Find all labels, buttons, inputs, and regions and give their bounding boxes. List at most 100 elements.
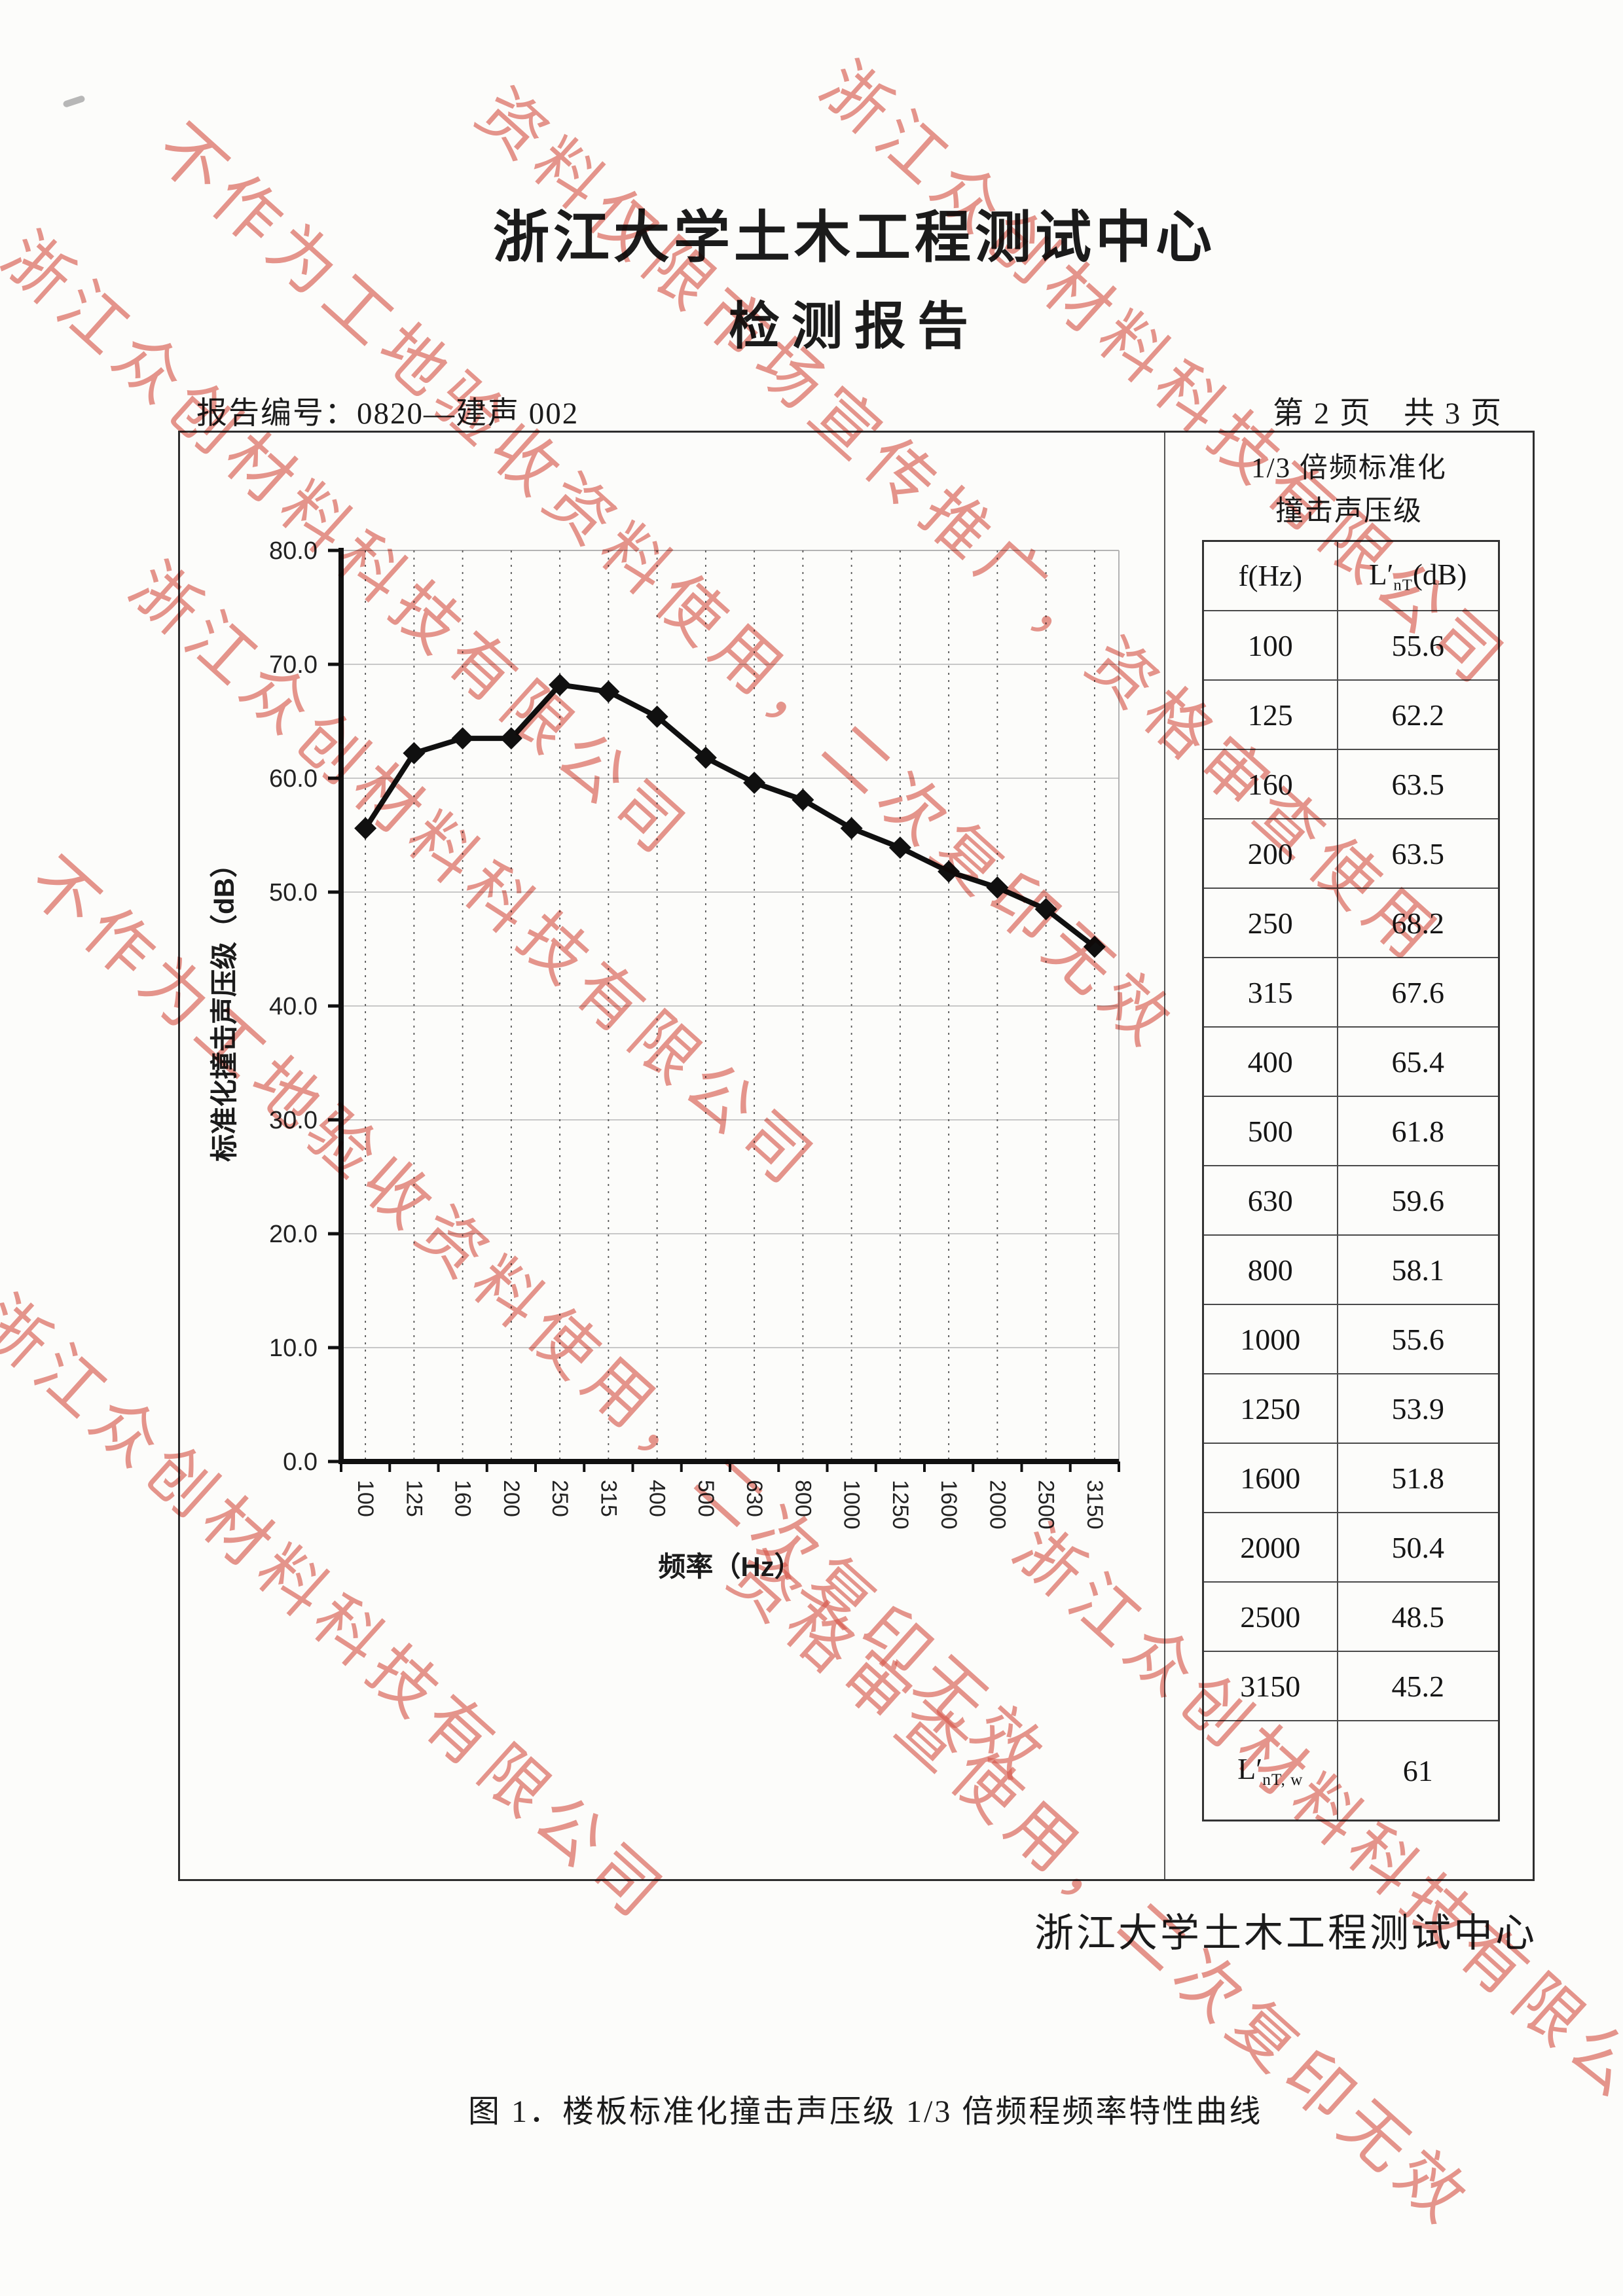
cell-frequency: 100 [1202,610,1338,681]
table-row: 3150 45.2 [1202,1651,1500,1721]
cell-level: 50.4 [1336,1512,1500,1583]
data-point-marker [500,727,522,750]
table-row: 160 63.5 [1202,749,1500,819]
cell-level: 59.6 [1336,1165,1500,1236]
footer-org: 浙江大学土木工程测试中心 [1034,1912,1537,1955]
cell-frequency: 1250 [1202,1373,1338,1444]
table-row: 1600 51.8 [1202,1443,1500,1513]
cell-frequency: 1600 [1202,1443,1338,1513]
x-tick-label: 2500 [1034,1480,1059,1530]
cell-frequency: 1000 [1202,1304,1338,1374]
subscript: nT [1393,576,1413,594]
cell-frequency: 125 [1202,679,1338,750]
spl-table: f(Hz) L′nT(dB) 100 55.6 125 62.2 160 63.5 200 63.… [1202,540,1500,1821]
cell-level: 68.2 [1336,888,1500,958]
data-point-marker [451,727,474,750]
cell-level: 55.6 [1336,610,1500,681]
x-tick-label: 1000 [839,1480,864,1530]
x-tick-label: 800 [790,1480,815,1517]
data-point-marker [792,789,814,812]
doc-title: 检测报告 [728,298,980,355]
x-tick-label: 500 [693,1480,718,1517]
cell-level: 53.9 [1336,1373,1500,1444]
figure-caption: 图 1．楼板标准化撞击声压级 1/3 倍频程频率特性曲线 [468,2094,1263,2129]
table-row: 800 58.1 [1202,1234,1500,1305]
impact-spl-chart: 0.0 10.0 20.0 30.0 40.0 50.0 60.0 70.0 80.0 100 12… [209,537,1120,1582]
y-tick-label: 70.0 [269,651,318,679]
cell-weighted-label: L′nT, w [1202,1720,1338,1821]
table-row: 315 67.6 [1202,957,1500,1028]
content-box: 0.0 10.0 20.0 30.0 40.0 50.0 60.0 70.0 80.0 100 12… [178,431,1535,2129]
data-point-marker [694,746,717,769]
data-point-marker [646,706,668,728]
report-number: 报告编号：0820—建声 002 [196,397,579,431]
table-row: 500 61.8 [1202,1096,1500,1166]
cell-level: 63.5 [1336,818,1500,889]
table-row: 630 59.6 [1202,1165,1500,1236]
table-row: 200 63.5 [1202,818,1500,889]
x-tick-label: 125 [401,1480,426,1517]
cell-frequency: 2500 [1202,1581,1338,1652]
cell-frequency: 250 [1202,888,1338,958]
cell-level: 65.4 [1336,1026,1500,1097]
data-point-marker [743,771,766,794]
data-point-marker [1034,898,1057,921]
x-tick-label: 160 [450,1480,475,1517]
x-tick-label: 1600 [936,1480,961,1530]
cell-frequency: 2000 [1202,1512,1338,1583]
x-tick-label: 400 [645,1480,670,1517]
page-indicator: 第 2 页 共 3 页 [1273,397,1503,431]
data-point-marker [403,742,426,764]
data-point-marker [1083,935,1106,958]
y-tick-label: 20.0 [269,1221,318,1248]
cell-level: 62.2 [1336,679,1500,750]
org-title: 浙江大学土木工程测试中心 [493,206,1216,269]
data-point-marker [354,817,377,840]
cell-frequency: 500 [1202,1096,1338,1166]
cell-frequency: 160 [1202,749,1338,819]
panel-divider [1164,433,1165,1879]
cell-level: 61.8 [1336,1096,1500,1166]
data-point-marker [888,836,911,859]
table-row: 250 68.2 [1202,888,1500,958]
x-tick-label: 315 [596,1480,621,1517]
y-tick-label: 40.0 [269,993,318,1020]
x-tick-label: 2000 [985,1480,1010,1530]
cell-frequency: 3150 [1202,1651,1338,1721]
col-header-frequency: f(Hz) [1202,540,1338,611]
subscript: nT, w [1262,1770,1304,1789]
cell-level: 48.5 [1336,1581,1500,1652]
y-tick-label: 10.0 [269,1335,318,1362]
table-row: 2500 48.5 [1202,1581,1500,1652]
x-axis-title: 频率（Hz） [658,1551,801,1582]
y-tick-label: 30.0 [269,1107,318,1134]
y-axis-title: 标准化撞击声压级（dB） [209,850,240,1162]
scan-artifact [62,94,86,109]
y-tick-label: 50.0 [269,879,318,906]
x-tick-label: 1250 [888,1480,913,1530]
y-tick-label: 80.0 [269,537,318,565]
data-point-marker [938,860,960,883]
table-row: 100 55.6 [1202,610,1500,681]
table-row: 1250 53.9 [1202,1373,1500,1444]
table-summary-row: L′nT, w 61 [1202,1720,1500,1821]
table-row: 125 62.2 [1202,679,1500,750]
table-title-line2: 撞击声压级 [1275,496,1423,527]
col-header-level: L′nT(dB) [1336,540,1500,611]
y-tick-label: 60.0 [269,765,318,793]
data-point-marker [986,876,1009,899]
x-tick-label: 630 [742,1480,767,1517]
table-title: 1/3 倍频标准化 撞击声压级 [1165,447,1533,533]
cell-frequency: 315 [1202,957,1338,1028]
table-header-row: f(Hz) L′nT(dB) [1202,540,1500,611]
table-title-line1: 1/3 倍频标准化 [1251,453,1447,484]
table-row: 2000 50.4 [1202,1512,1500,1583]
cell-frequency: 630 [1202,1165,1338,1236]
cell-level: 45.2 [1336,1651,1500,1721]
data-line [363,682,1097,949]
cell-level: 51.8 [1336,1443,1500,1513]
cell-level: 67.6 [1336,957,1500,1028]
cell-frequency: 200 [1202,818,1338,889]
x-tick-label: 250 [547,1480,572,1517]
